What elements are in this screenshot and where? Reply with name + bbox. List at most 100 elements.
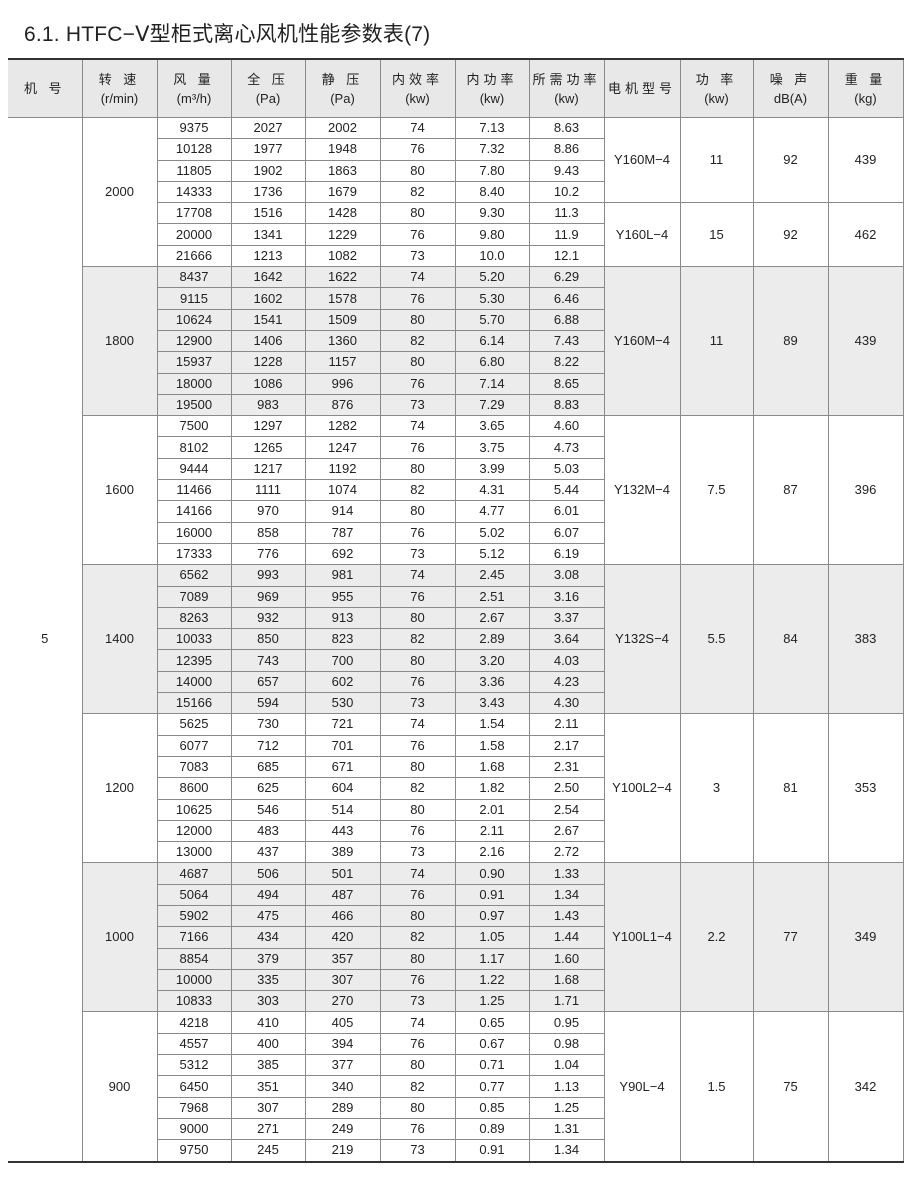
airflow-cell: 8854 [156, 947, 232, 970]
internal-power-cell: 0.65 [454, 1011, 530, 1034]
efficiency-cell: 80 [379, 202, 456, 225]
motor-model-cell: Y160M−4 [603, 116, 681, 204]
required-power-cell: 0.98 [528, 1032, 605, 1056]
motor-power-cell: 1.5 [679, 1011, 754, 1163]
efficiency-cell: 74 [379, 564, 456, 587]
required-power-cell: 3.37 [528, 606, 605, 630]
efficiency-cell: 76 [379, 138, 456, 161]
table-row: 10624 1541 1509 80 5.70 6.88 [8, 308, 903, 331]
header-label: 功 率 [695, 71, 738, 87]
speed-cell: 900 [81, 1011, 158, 1163]
table-row: 20000 1341 1229 76 9.80 11.9 [8, 223, 903, 246]
required-power-cell: 2.31 [528, 755, 605, 779]
efficiency-cell: 76 [379, 1032, 456, 1056]
airflow-cell: 4687 [156, 862, 232, 885]
static-pressure-cell: 701 [304, 734, 381, 757]
header-weight: 重 量 (kg) [827, 58, 904, 118]
header-internal-power: 内功率 (kw) [454, 58, 530, 118]
motor-power-cell: 11 [679, 266, 754, 417]
efficiency-cell: 76 [379, 883, 456, 906]
table-row: 7089 969 955 76 2.51 3.16 [8, 585, 903, 608]
airflow-cell: 7089 [156, 585, 232, 608]
required-power-cell: 3.64 [528, 628, 605, 651]
noise-cell: 77 [752, 862, 829, 1013]
internal-power-cell: 5.70 [454, 308, 530, 331]
internal-power-cell: 9.80 [454, 223, 530, 246]
table-row: 8102 1265 1247 76 3.75 4.73 [8, 436, 903, 459]
required-power-cell: 4.60 [528, 415, 605, 438]
header-label: 所需功率 [532, 71, 601, 87]
noise-cell: 81 [752, 713, 829, 864]
static-pressure-cell: 514 [304, 798, 381, 821]
internal-power-cell: 9.30 [454, 202, 530, 225]
airflow-cell: 10033 [156, 628, 232, 651]
internal-power-cell: 1.22 [454, 968, 530, 992]
total-pressure-cell: 685 [230, 755, 306, 779]
total-pressure-cell: 1977 [230, 138, 306, 161]
weight-cell: 462 [827, 202, 904, 268]
total-pressure-cell: 1602 [230, 287, 306, 310]
static-pressure-cell: 1509 [304, 308, 381, 331]
table-row: 8263 932 913 80 2.67 3.37 [8, 606, 903, 630]
table-row: 1800 8437 1642 1622 74 5.20 6.29 Y160M−4 11 89 439 [8, 266, 904, 417]
airflow-cell: 8600 [156, 777, 232, 800]
internal-power-cell: 1.54 [454, 713, 530, 736]
efficiency-cell: 80 [379, 798, 456, 821]
static-pressure-cell: 289 [304, 1096, 381, 1119]
table-row: 1600 7500 1297 1282 74 3.65 4.60 Y132M−4 7.5 87 39… [8, 415, 904, 566]
efficiency-cell: 76 [379, 223, 456, 246]
internal-power-cell: 7.13 [454, 116, 530, 140]
static-pressure-cell: 466 [304, 904, 381, 928]
required-power-cell: 1.60 [528, 947, 605, 970]
header-label: 风 量 [173, 71, 215, 87]
table-row: 17708 1516 1428 80 9.30 11.3 Y160L−4 15 92 462 [8, 202, 904, 268]
static-pressure-cell: 1679 [304, 180, 381, 204]
table-row: 5 2000 9375 2027 2002 74 7.13 8.63 Y160M−4 11 92 43… [8, 116, 904, 1163]
table-row: 15937 1228 1157 80 6.80 8.22 [8, 351, 903, 374]
fan-performance-table: 机 号 转 速 (r/min) 风 量 (m³/h) 全 压 (Pa) 静 压 (Pa) 内效率 (… [8, 58, 904, 1163]
table-row: 10833 303 270 73 1.25 1.71 [8, 990, 903, 1013]
internal-power-cell: 0.97 [454, 904, 530, 928]
airflow-cell: 8263 [156, 606, 232, 630]
internal-power-cell: 8.40 [454, 180, 530, 204]
total-pressure-cell: 307 [230, 1096, 306, 1119]
efficiency-cell: 80 [379, 755, 456, 779]
total-pressure-cell: 970 [230, 500, 306, 523]
motor-model-cell: Y90L−4 [603, 1011, 681, 1163]
total-pressure-cell: 657 [230, 670, 306, 694]
efficiency-cell: 76 [379, 287, 456, 310]
required-power-cell: 5.44 [528, 479, 605, 502]
efficiency-cell: 80 [379, 606, 456, 630]
required-power-cell: 1.13 [528, 1075, 605, 1098]
internal-power-cell: 3.99 [454, 457, 530, 481]
speed-cell: 1200 [81, 713, 158, 864]
motor-power-cell: 7.5 [679, 415, 754, 566]
internal-power-cell: 0.91 [454, 883, 530, 906]
airflow-cell: 15937 [156, 351, 232, 374]
total-pressure-cell: 1228 [230, 351, 306, 374]
required-power-cell: 11.9 [528, 223, 605, 246]
airflow-cell: 11805 [156, 159, 232, 182]
internal-power-cell: 4.31 [454, 479, 530, 502]
static-pressure-cell: 1157 [304, 351, 381, 374]
noise-cell: 87 [752, 415, 829, 566]
speed-cell: 1600 [81, 415, 158, 566]
airflow-cell: 8102 [156, 436, 232, 459]
static-pressure-cell: 443 [304, 819, 381, 843]
motor-model-cell: Y132S−4 [603, 564, 681, 715]
airflow-cell: 19500 [156, 393, 232, 417]
static-pressure-cell: 1863 [304, 159, 381, 182]
internal-power-cell: 0.89 [454, 1117, 530, 1141]
total-pressure-cell: 483 [230, 819, 306, 843]
required-power-cell: 1.04 [528, 1054, 605, 1077]
header-label: 内效率 [391, 71, 443, 87]
motor-model-cell: Y160M−4 [603, 266, 681, 417]
static-pressure-cell: 604 [304, 777, 381, 800]
static-pressure-cell: 1948 [304, 138, 381, 161]
efficiency-cell: 76 [379, 1117, 456, 1141]
table-row: 10033 850 823 82 2.89 3.64 [8, 628, 903, 651]
airflow-cell: 7083 [156, 755, 232, 779]
required-power-cell: 5.03 [528, 457, 605, 481]
total-pressure-cell: 494 [230, 883, 306, 906]
airflow-cell: 12000 [156, 819, 232, 843]
